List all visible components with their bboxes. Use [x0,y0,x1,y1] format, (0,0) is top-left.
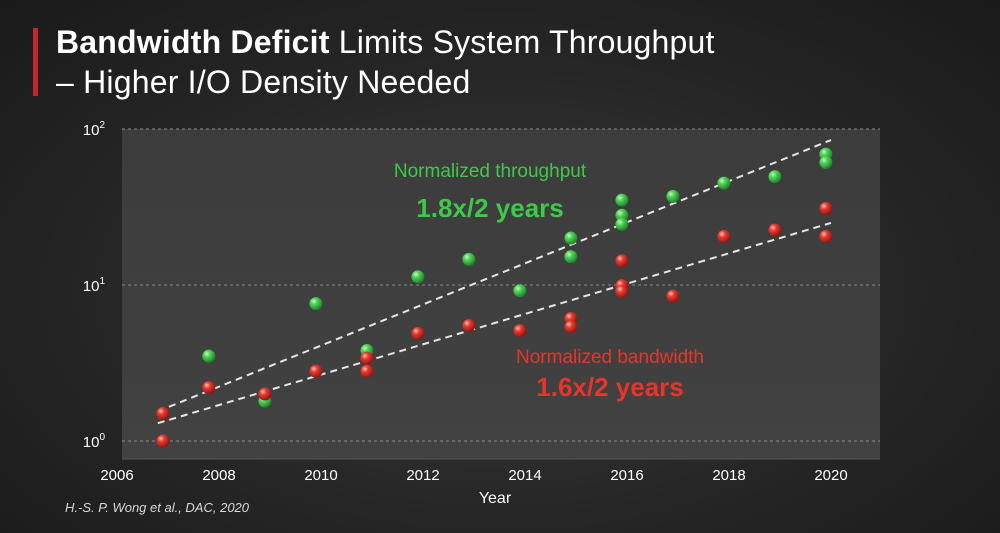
slide-title: Bandwidth Deficit Limits System Throughp… [56,22,956,102]
title-rest: Limits System Throughput [329,24,715,60]
data-point-throughput [768,170,782,184]
annotation-throughput-label: Normalized throughput [394,161,587,182]
data-point-bandwidth [360,364,374,378]
x-tick-label: 2008 [202,467,235,484]
data-point-bandwidth [513,324,527,338]
y-tick-label: 100 [83,432,106,451]
citation: H.-S. P. Wong et al., DAC, 2020 [65,500,250,515]
y-tick-exponent: 1 [99,276,105,287]
annotation-bandwidth-rate: 1.6x/2 years [536,372,683,402]
data-point-throughput [564,231,578,245]
data-point-throughput [615,208,629,222]
data-point-bandwidth [819,201,833,215]
data-point-bandwidth [156,407,170,421]
data-point-bandwidth [615,284,629,298]
data-point-throughput [615,217,629,231]
x-tick-label: 2018 [712,467,745,484]
data-point-throughput [717,176,731,190]
x-tick-label: 2012 [406,467,439,484]
data-point-throughput [615,193,629,207]
data-point-bandwidth [666,289,680,303]
x-axis-title: Year [479,490,512,507]
data-point-throughput [819,155,833,169]
data-point-bandwidth [615,254,629,268]
data-point-bandwidth [462,319,476,333]
data-point-bandwidth [717,229,731,243]
data-point-throughput [666,189,680,203]
y-tick-label: 102 [83,120,106,139]
x-tick-label: 2020 [814,467,847,484]
annotation-bandwidth-label: Normalized bandwidth [516,347,704,368]
title-bold: Bandwidth Deficit [56,24,330,60]
data-point-throughput [564,250,578,264]
data-point-throughput [513,284,527,298]
data-point-bandwidth [258,387,272,401]
y-tick-base: 10 [83,434,100,451]
trendline-bandwidth [157,221,832,425]
data-point-bandwidth [819,229,833,243]
y-tick-base: 10 [83,278,100,295]
y-tick-exponent: 2 [99,120,105,131]
y-tick-label: 101 [83,276,106,295]
x-tick-label: 2016 [610,467,643,484]
x-tick-label: 2014 [508,467,541,484]
x-tick-label: 2006 [100,467,133,484]
annotation-throughput-rate: 1.8x/2 years [416,193,563,223]
data-point-throughput [462,252,476,266]
data-point-throughput [309,297,323,311]
data-point-bandwidth [156,434,170,448]
title-line2: – Higher I/O Density Needed [56,64,471,100]
data-point-bandwidth [768,223,782,237]
data-point-throughput [202,349,216,363]
x-tick-label: 2010 [304,467,337,484]
data-point-bandwidth [202,381,216,395]
data-point-bandwidth [411,326,425,340]
plot-area [122,129,880,459]
accent-bar [33,28,38,96]
y-tick-base: 10 [83,122,100,139]
y-tick-exponent: 0 [99,432,105,443]
data-point-bandwidth [360,351,374,365]
data-point-bandwidth [564,320,578,334]
data-point-throughput [411,270,425,284]
data-point-bandwidth [309,364,323,378]
